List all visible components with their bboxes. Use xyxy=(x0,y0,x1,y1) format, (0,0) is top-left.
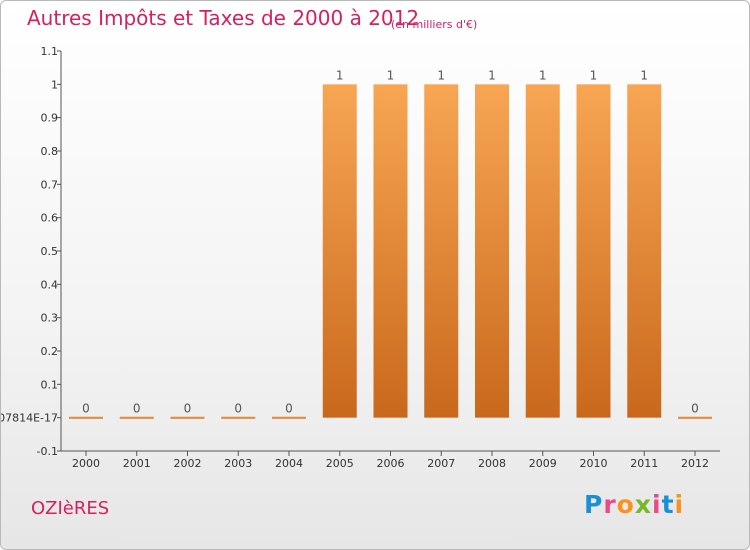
bar-value-label: 0 xyxy=(234,402,242,416)
bar-value-label: 1 xyxy=(488,68,496,82)
logo-letter: o xyxy=(616,490,635,519)
chart-title: Autres Impôts et Taxes de 2000 à 2012 xyxy=(27,6,420,30)
bar-value-label: 1 xyxy=(590,68,598,82)
x-tick-label: 2001 xyxy=(123,457,151,470)
bar-value-label: 1 xyxy=(387,68,395,82)
x-tick-label: 2008 xyxy=(478,457,506,470)
y-tick-label: 0.6 xyxy=(41,212,59,225)
x-axis: 2000 2001 2002 2003 2004 2005 2006 2007 2008 2009… xyxy=(61,450,720,470)
logo-letter: P xyxy=(584,490,604,519)
logo-letter: i xyxy=(674,490,685,519)
bars xyxy=(69,84,712,419)
x-tick-label: 2007 xyxy=(427,457,455,470)
y-tick-label: 1.3877787807814E-17 xyxy=(1,412,58,425)
x-tick-label: 2000 xyxy=(72,457,100,470)
bar xyxy=(424,84,459,418)
proxiti-logo[interactable]: Proxiti xyxy=(584,490,684,519)
x-tick-label: 2011 xyxy=(630,457,658,470)
x-tick-label: 2010 xyxy=(580,457,608,470)
bar xyxy=(525,84,560,418)
logo-letter: r xyxy=(603,490,617,519)
bar xyxy=(119,416,154,419)
bar-value-label: 1 xyxy=(640,68,648,82)
bar-value-label: 1 xyxy=(539,68,547,82)
bar-value-label: 1 xyxy=(437,68,445,82)
y-tick-label: 0.3 xyxy=(41,312,59,325)
bar-value-label: 0 xyxy=(285,402,293,416)
y-tick-label: 0.2 xyxy=(41,345,59,358)
bar-value-label: 0 xyxy=(82,402,90,416)
y-tick-label: 0.4 xyxy=(41,278,59,291)
y-tick-label: 1 xyxy=(51,78,58,91)
logo-letter: t xyxy=(661,490,675,519)
x-tick-label: 2005 xyxy=(326,457,354,470)
x-tick-label: 2003 xyxy=(224,457,252,470)
bar xyxy=(272,416,306,419)
x-tick-label: 2006 xyxy=(377,457,405,470)
bar xyxy=(576,84,611,418)
bar xyxy=(221,416,256,419)
bar xyxy=(373,84,408,418)
chart-subtitle: (en milliers d'€) xyxy=(391,18,478,31)
bar xyxy=(69,416,103,419)
bar xyxy=(678,416,712,419)
data-labels: 0 0 0 0 0 1 1 1 1 1 1 1 0 xyxy=(82,68,699,415)
y-tick-label: 0.1 xyxy=(41,378,59,391)
bar-value-label: 0 xyxy=(133,402,141,416)
y-tick-label: 0.5 xyxy=(41,245,59,258)
x-tick-label: 2002 xyxy=(174,457,202,470)
bar xyxy=(170,416,205,419)
y-tick-label: 0.9 xyxy=(41,112,59,125)
bar xyxy=(322,84,357,418)
commune-name: OZIèRES xyxy=(31,498,110,519)
x-tick-label: 2009 xyxy=(529,457,557,470)
bar xyxy=(627,84,662,418)
bar-value-label: 0 xyxy=(691,402,699,416)
x-tick-label: 2012 xyxy=(681,457,709,470)
x-tick-label: 2004 xyxy=(275,457,303,470)
y-tick-label: -0.1 xyxy=(37,445,58,458)
logo-letter: i xyxy=(652,490,662,519)
bar xyxy=(475,84,509,418)
logo-letter: x xyxy=(634,490,652,519)
y-tick-label: 1.1 xyxy=(41,45,59,58)
y-tick-label: 0.7 xyxy=(41,178,59,191)
bar-value-label: 1 xyxy=(336,68,344,82)
bar-value-label: 0 xyxy=(184,402,192,416)
y-tick-label: 0.8 xyxy=(41,145,59,158)
y-axis: 1.1 1 0.9 0.8 0.7 0.6 0.5 0.4 0.3 0.2 0.1 1.3877787… xyxy=(1,45,62,458)
